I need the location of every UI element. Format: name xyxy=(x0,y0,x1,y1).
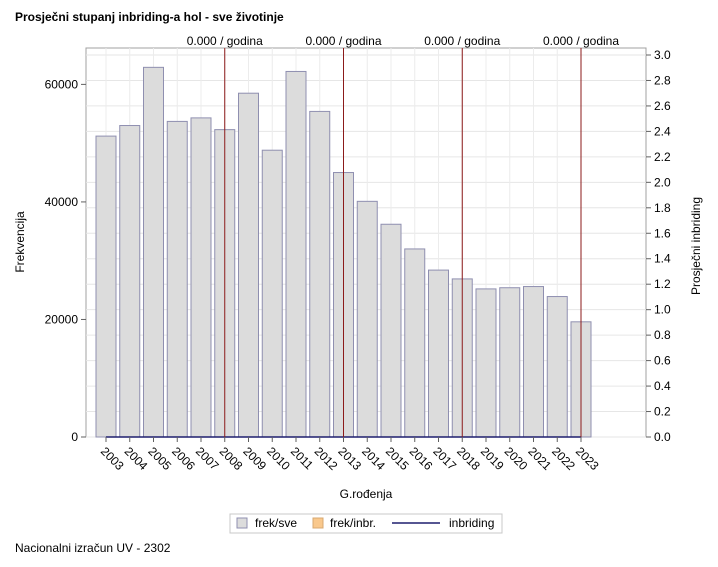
y-axis-label: Frekvencija xyxy=(13,211,27,273)
bar-frek-sve xyxy=(190,117,212,438)
x-tick-label: 2013 xyxy=(335,444,364,473)
x-tick-label: 2017 xyxy=(430,444,459,473)
bar-frek-sve xyxy=(166,120,188,438)
bar-frek-sve xyxy=(238,92,259,438)
y2-axis: 0.0 0.2 0.4 0.6 0.8 1.0 1.2 1.4 1.6 1.8 2.0 2.2 2.4 2… xyxy=(646,48,671,444)
y-tick-label: 20000 xyxy=(45,312,79,326)
x-tick-label: 2014 xyxy=(359,444,388,473)
reference-line-label: 0.000 / godina xyxy=(543,34,619,48)
y2-tick-label: 2.8 xyxy=(654,73,671,87)
x-tick-label: 2009 xyxy=(240,444,269,473)
x-tick-label: 2015 xyxy=(383,444,412,473)
legend-frame xyxy=(229,513,503,534)
x-tick-label: 2016 xyxy=(407,444,436,473)
bar-frek-sve xyxy=(95,135,117,438)
chart-title: Prosječni stupanj inbriding-a hol - sve … xyxy=(15,10,284,24)
y2-tick-label: 1.2 xyxy=(654,277,671,291)
bar-frek-sve xyxy=(309,110,331,438)
y2-tick-label: 3.0 xyxy=(654,48,671,62)
y2-tick-label: 2.4 xyxy=(654,124,671,138)
x-axis-label: G.rođenja xyxy=(340,487,393,501)
y2-tick-label: 0.6 xyxy=(654,354,671,368)
legend-label-frek-inbr: frek/inbr. xyxy=(330,516,376,530)
y2-tick-label: 0.4 xyxy=(654,379,671,393)
bar-frek-sve xyxy=(404,248,426,438)
x-axis: 2003200420052006200720082009201020112012… xyxy=(98,437,602,473)
bar-frek-sve xyxy=(475,288,497,438)
x-tick-label: 2020 xyxy=(502,444,531,473)
bar-frek-sve xyxy=(143,66,164,438)
bar-frek-sve xyxy=(546,296,568,438)
legend-swatch-frek-inbr xyxy=(312,517,324,529)
x-tick-label: 2019 xyxy=(478,444,507,473)
footnote: Nacionalni izračun UV - 2302 xyxy=(15,541,171,555)
y2-tick-label: 1.8 xyxy=(654,201,671,215)
bar-frek-sve xyxy=(499,287,521,438)
reference-line-label: 0.000 / godina xyxy=(305,34,381,48)
bar-frek-sve xyxy=(523,286,544,438)
legend-label-frek-sve: frek/sve xyxy=(255,516,297,530)
y2-tick-label: 2.0 xyxy=(654,175,671,189)
bar-frek-sve xyxy=(285,70,307,438)
y2-tick-label: 2.6 xyxy=(654,99,671,113)
x-tick-label: 2008 xyxy=(217,444,246,473)
x-tick-label: 2003 xyxy=(98,444,127,473)
x-tick-label: 2010 xyxy=(264,444,293,473)
x-tick-label: 2022 xyxy=(549,444,578,473)
y2-tick-label: 1.6 xyxy=(654,226,671,240)
x-tick-label: 2007 xyxy=(193,444,222,473)
y-tick-label: 60000 xyxy=(45,77,79,91)
x-tick-label: 2004 xyxy=(122,444,151,473)
reference-line-label: 0.000 / godina xyxy=(424,34,500,48)
legend-label-inbriding: inbriding xyxy=(449,516,494,530)
y2-tick-label: 0.0 xyxy=(654,430,671,444)
y2-tick-label: 1.4 xyxy=(654,252,671,266)
y2-tick-label: 0.2 xyxy=(654,405,671,419)
y-axis: 0 20000 40000 60000 xyxy=(45,77,86,444)
y-tick-label: 0 xyxy=(71,430,78,444)
y-tick-label: 40000 xyxy=(45,195,79,209)
y2-tick-label: 2.2 xyxy=(654,150,671,164)
x-tick-label: 2005 xyxy=(145,444,174,473)
x-tick-label: 2011 xyxy=(288,444,316,472)
y2-tick-label: 1.0 xyxy=(654,303,671,317)
bar-frek-sve xyxy=(119,125,141,438)
reference-lines: 0.000 / godina 0.000 / godina 0.000 / godi… xyxy=(187,34,619,437)
reference-line-label: 0.000 / godina xyxy=(187,34,263,48)
bar-frek-sve xyxy=(356,200,378,438)
bar-frek-sve xyxy=(261,149,283,438)
x-tick-label: 2023 xyxy=(573,444,602,473)
x-tick-label: 2006 xyxy=(169,444,198,473)
x-tick-label: 2021 xyxy=(525,444,554,473)
bar-frek-sve xyxy=(428,269,449,438)
y2-tick-label: 0.8 xyxy=(654,328,671,342)
x-tick-label: 2012 xyxy=(312,444,341,473)
x-tick-label: 2018 xyxy=(454,444,483,473)
legend: frek/sve frek/inbr. inbriding xyxy=(229,513,503,534)
bar-frek-sve xyxy=(380,223,402,438)
y2-axis-label: Prosječni inbriding xyxy=(689,197,703,295)
legend-swatch-frek-sve xyxy=(236,517,248,529)
